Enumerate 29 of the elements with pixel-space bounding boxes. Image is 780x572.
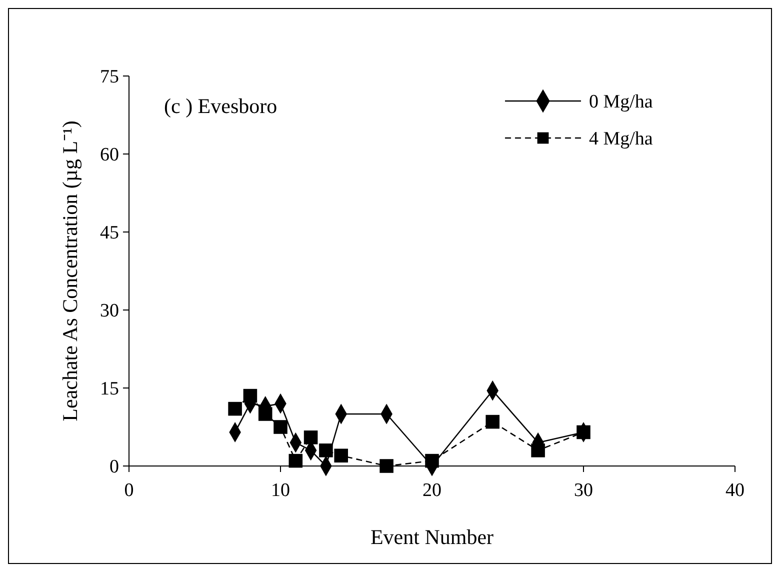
point (258, 407, 272, 421)
point (380, 459, 394, 473)
point (288, 454, 303, 468)
x-tick-label: 40 (726, 480, 744, 501)
x-tick-label: 20 (422, 480, 442, 501)
y-tick-label: 75 (100, 66, 119, 88)
point (531, 444, 545, 458)
point (243, 388, 258, 403)
x-axis-title: Event Number (370, 525, 494, 549)
x-tick-label: 0 (124, 480, 134, 501)
legend-label: 4 Mg/ha (589, 128, 654, 150)
point (576, 425, 590, 440)
y-tick-label: 30 (100, 300, 119, 322)
y-tick-label: 15 (100, 378, 119, 400)
y-tick-label: 45 (100, 222, 119, 244)
point (486, 414, 500, 429)
y-axis-title: Leachate As Concentration (µg L⁻¹) (58, 120, 82, 422)
y-tick-label: 60 (100, 144, 119, 166)
point (425, 454, 439, 468)
point (334, 448, 348, 462)
text: (c ) Evesboro (164, 94, 278, 118)
point (319, 444, 333, 458)
point (304, 430, 318, 444)
point (274, 420, 288, 434)
y-tick-label: 0 (110, 456, 119, 478)
x-tick-label: 30 (574, 480, 593, 501)
x-tick-label: 10 (271, 480, 290, 501)
point (228, 402, 242, 416)
legend-label: 0 Mg/ha (589, 92, 654, 113)
